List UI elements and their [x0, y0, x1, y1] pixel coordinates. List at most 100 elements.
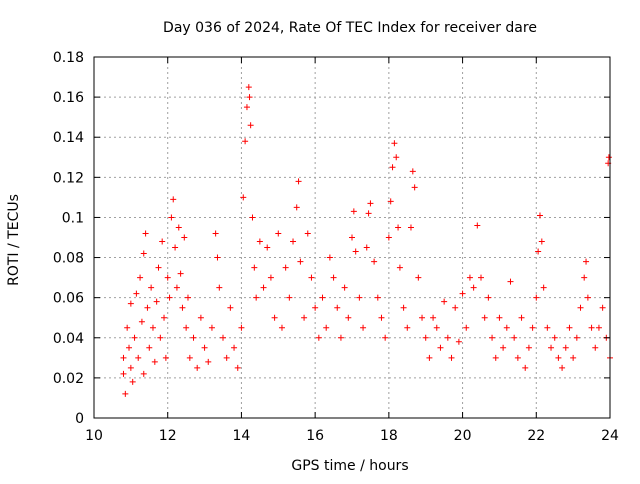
data-point	[186, 354, 193, 361]
data-point	[409, 168, 416, 175]
data-point	[301, 314, 308, 321]
y-axis-label: ROTI / TECUs	[6, 194, 22, 286]
data-point	[293, 204, 300, 211]
data-point	[166, 294, 173, 301]
data-point	[360, 324, 367, 331]
data-point	[481, 314, 488, 321]
x-axis-label: GPS time / hours	[291, 458, 408, 474]
data-point	[238, 324, 245, 331]
data-point	[140, 250, 147, 257]
data-point	[256, 238, 263, 245]
data-point	[127, 300, 134, 307]
data-point	[345, 314, 352, 321]
data-point	[164, 274, 171, 281]
data-point	[126, 344, 133, 351]
data-point	[430, 314, 437, 321]
data-point	[395, 224, 402, 231]
data-point	[507, 278, 514, 285]
y-tick-label: 0.08	[53, 251, 84, 267]
data-point	[223, 354, 230, 361]
data-point	[246, 94, 253, 101]
data-point	[153, 298, 160, 305]
data-point	[566, 324, 573, 331]
data-point	[122, 390, 129, 397]
grid	[94, 57, 610, 418]
data-point	[144, 304, 151, 311]
data-point	[183, 324, 190, 331]
data-point	[142, 230, 149, 237]
data-point	[422, 334, 429, 341]
data-point	[533, 294, 540, 301]
data-point	[251, 264, 258, 271]
data-point	[463, 324, 470, 331]
data-point	[253, 294, 260, 301]
data-point	[349, 234, 355, 241]
data-point	[290, 238, 297, 245]
data-point	[535, 248, 542, 255]
data-point	[120, 354, 127, 361]
data-point	[216, 284, 223, 291]
data-point	[231, 344, 238, 351]
data-point	[330, 274, 337, 281]
data-point	[308, 274, 315, 281]
data-point	[385, 234, 392, 241]
data-point	[419, 314, 426, 321]
data-point	[522, 364, 529, 371]
data-point	[131, 334, 138, 341]
data-point	[184, 294, 191, 301]
data-point	[334, 304, 341, 311]
data-point	[503, 324, 510, 331]
data-point	[304, 230, 311, 237]
data-point	[371, 258, 378, 265]
data-point	[577, 304, 584, 311]
data-point	[149, 324, 156, 331]
data-point	[227, 304, 234, 311]
y-tick-label: 0.18	[53, 50, 84, 66]
data-point	[374, 294, 381, 301]
data-point	[352, 248, 359, 255]
data-point	[382, 334, 389, 341]
data-point	[583, 258, 590, 265]
data-point	[135, 354, 142, 361]
data-point	[466, 274, 473, 281]
data-point	[177, 270, 184, 277]
data-point	[179, 304, 186, 311]
data-point	[452, 304, 459, 311]
data-point	[367, 200, 374, 207]
data-point	[393, 154, 400, 161]
data-point	[350, 208, 357, 215]
data-point	[172, 244, 179, 251]
data-point	[548, 344, 555, 351]
data-point	[190, 334, 197, 341]
data-point	[295, 178, 302, 185]
data-point	[162, 354, 169, 361]
data-point	[282, 264, 289, 271]
data-point	[148, 284, 155, 291]
data-point	[455, 338, 462, 345]
data-point	[356, 294, 363, 301]
data-point	[151, 358, 158, 365]
data-point	[245, 84, 252, 91]
x-tick-label: 10	[85, 428, 103, 444]
data-point	[341, 284, 348, 291]
data-point	[581, 274, 588, 281]
x-tick-label: 12	[159, 428, 177, 444]
plot-frame	[93, 56, 611, 419]
data-point	[529, 324, 536, 331]
data-point	[247, 122, 254, 129]
data-point	[389, 164, 396, 171]
data-point	[326, 254, 333, 261]
data-point	[396, 264, 403, 271]
data-point	[400, 304, 407, 311]
data-point	[470, 284, 477, 291]
data-point	[525, 344, 532, 351]
data-point	[170, 196, 177, 203]
x-tick-label: 20	[454, 428, 472, 444]
data-point	[544, 324, 551, 331]
data-point	[127, 364, 134, 371]
data-point	[433, 324, 440, 331]
data-point	[404, 324, 411, 331]
data-point	[146, 344, 153, 351]
data-point	[173, 284, 180, 291]
